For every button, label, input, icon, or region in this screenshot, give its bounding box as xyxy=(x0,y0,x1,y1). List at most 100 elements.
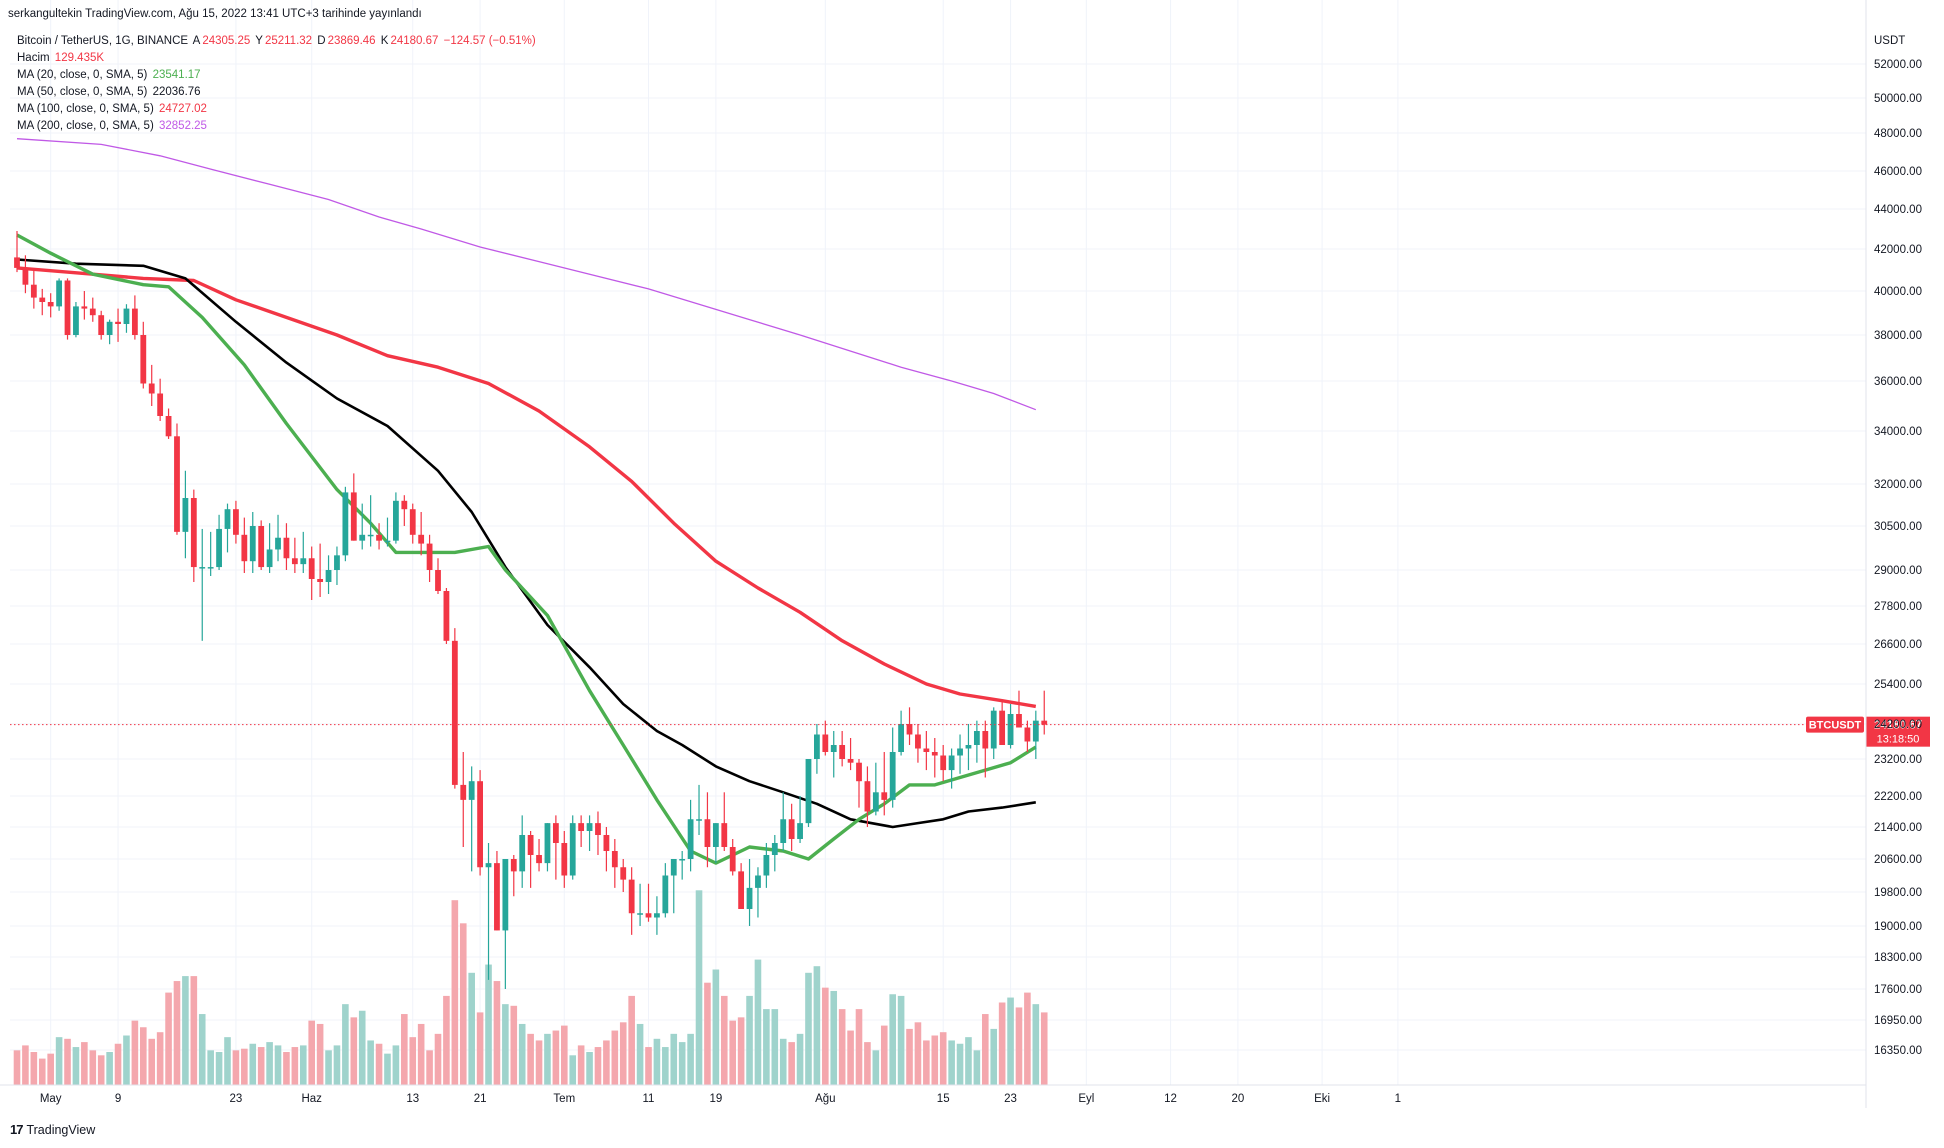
candle-body xyxy=(788,819,795,839)
volume-bar xyxy=(670,1033,678,1085)
candle-body xyxy=(746,887,753,909)
candle-body xyxy=(460,784,467,800)
volume-bar xyxy=(97,1055,105,1085)
candle-body xyxy=(98,315,105,335)
ma50-line xyxy=(16,258,1037,829)
ma200-line xyxy=(16,138,1037,411)
time-tick-label: Eyl xyxy=(1078,1093,1094,1105)
time-tick-label: Haz xyxy=(301,1093,322,1105)
volume-bar xyxy=(392,1045,400,1085)
volume-bar xyxy=(485,964,492,1085)
time-axis[interactable]: May 9 23 Haz 13 21 Tem 11 19 Ağu 15 23 Eyl 12 20 Eki 1 xyxy=(0,1084,1866,1105)
candle-body xyxy=(308,558,315,579)
volume-bar xyxy=(342,1004,349,1085)
candle-body xyxy=(569,823,576,876)
legend-volume-row[interactable]: Hacim 129.435K xyxy=(17,51,106,65)
legend-ma100-value: 24727.02 xyxy=(158,103,207,115)
price-tick-label: 38000.00 xyxy=(1874,330,1922,342)
candle-body xyxy=(131,308,138,335)
price-tick-label: 25400.00 xyxy=(1874,679,1922,691)
legend-symbol-row: Bitcoin / TetherUS, 1G, BINANCE A 24305.2… xyxy=(17,34,538,48)
candle-body xyxy=(755,875,761,888)
candle-body xyxy=(872,792,879,812)
volume-bar xyxy=(990,1028,998,1085)
price-tag-bg xyxy=(1866,716,1930,747)
candle-body xyxy=(207,567,214,569)
candle-body xyxy=(662,875,669,914)
price-tick-label: 18300.00 xyxy=(1874,952,1922,964)
candle-body xyxy=(300,558,307,565)
time-tick-label: 20 xyxy=(1232,1093,1245,1105)
candle-body xyxy=(510,859,517,872)
volume-bar xyxy=(426,1050,433,1085)
candlesticks xyxy=(14,231,1048,989)
tradingview-brand[interactable]: 17 TradingView xyxy=(10,1122,95,1137)
candle-body xyxy=(830,745,837,752)
price-tick-label: 36000.00 xyxy=(1874,376,1922,388)
volume-bar xyxy=(763,1009,770,1085)
volume-bar xyxy=(653,1038,661,1085)
price-tick-label: 20600.00 xyxy=(1874,854,1922,866)
legend-ma20-row[interactable]: MA (20, close, 0, SMA, 5) 23541.17 xyxy=(17,68,203,82)
candle-body xyxy=(628,879,635,914)
volume-bar xyxy=(367,1040,374,1085)
price-axis-unit: USDT xyxy=(1874,35,1905,47)
legend-ma50-row[interactable]: MA (50, close, 0, SMA, 5) 22036.76 xyxy=(17,85,203,99)
legend-change: −124.57 (−0.51%) xyxy=(443,35,536,47)
volume-bar xyxy=(291,1047,299,1085)
candle-body xyxy=(409,509,416,535)
price-tick-label: 23200.00 xyxy=(1874,754,1922,766)
candle-body xyxy=(814,734,820,759)
candle-body xyxy=(889,752,896,800)
candle-body xyxy=(595,823,601,835)
candle-body xyxy=(578,823,585,831)
price-tick-label: 16950.00 xyxy=(1874,1015,1922,1027)
time-tick-label: Tem xyxy=(553,1093,575,1105)
volume-bar xyxy=(114,1043,122,1085)
volume-bar xyxy=(931,1035,939,1085)
volume-bar xyxy=(872,1050,880,1085)
tradingview-logo-icon: 17 xyxy=(10,1122,24,1137)
price-tick-label: 24200.00 xyxy=(1874,719,1922,731)
volume-bar xyxy=(1024,992,1031,1085)
volume-bar xyxy=(914,1022,922,1085)
candle-body xyxy=(1016,714,1022,728)
volume-bar xyxy=(131,1020,139,1085)
legend-ma200-row[interactable]: MA (200, close, 0, SMA, 5) 32852.25 xyxy=(17,119,209,133)
candle-body xyxy=(502,859,509,931)
candle-body xyxy=(426,543,433,570)
volume-bar xyxy=(384,1053,391,1085)
candle-body xyxy=(780,819,787,843)
volume-bar xyxy=(897,995,905,1085)
volume-bar xyxy=(358,1010,366,1085)
price-axis[interactable]: USDT 52000.00 50000.00 48000.00 46000.00 4400… xyxy=(1865,0,1922,1108)
legend-ma20-label: MA (20, close, 0, SMA, 5) xyxy=(17,69,148,81)
legend-volume-label: Hacim xyxy=(17,52,50,64)
legend-open-key: A xyxy=(192,35,201,47)
volume-bar xyxy=(704,982,711,1085)
legend-ma100-row[interactable]: MA (100, close, 0, SMA, 5) 24727.02 xyxy=(17,102,209,116)
candle-body xyxy=(931,752,938,756)
volume-bar xyxy=(47,1053,54,1085)
volume-bar xyxy=(838,1009,846,1085)
volume-bar xyxy=(586,1052,593,1085)
legend-symbol[interactable]: Bitcoin / TetherUS, 1G, BINANCE xyxy=(17,35,189,47)
price-tick-label: 19000.00 xyxy=(1874,921,1922,933)
symbol-tag-bg xyxy=(1806,716,1864,733)
volume-bar xyxy=(89,1050,97,1085)
time-tick-label: 23 xyxy=(1004,1093,1017,1105)
time-tick-label: 9 xyxy=(115,1093,121,1105)
volume-bar xyxy=(982,1014,989,1085)
candle-body xyxy=(1024,727,1031,742)
candle-body xyxy=(199,567,206,569)
time-tick-label: 15 xyxy=(937,1093,950,1105)
candle-body xyxy=(174,436,180,532)
volume-bar xyxy=(140,1027,147,1085)
volume-bar xyxy=(561,1025,568,1085)
price-tag-text: 24180.67 xyxy=(1874,720,1922,732)
legend-open-value: 24305.25 xyxy=(202,35,251,47)
candle-body xyxy=(418,534,425,544)
candle-body xyxy=(325,570,332,582)
candle-body xyxy=(822,734,829,752)
